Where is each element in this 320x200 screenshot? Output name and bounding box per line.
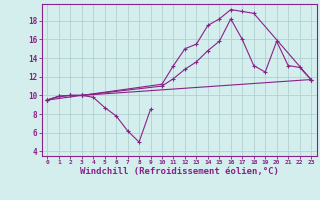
X-axis label: Windchill (Refroidissement éolien,°C): Windchill (Refroidissement éolien,°C) [80, 167, 279, 176]
